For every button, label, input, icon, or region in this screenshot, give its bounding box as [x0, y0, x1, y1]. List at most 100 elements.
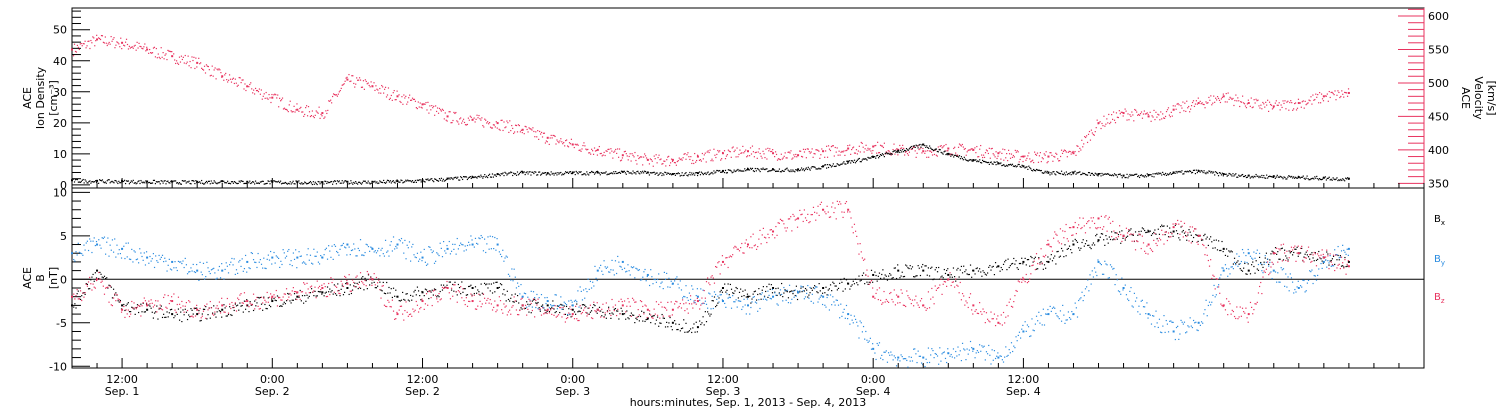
velocity-point-1295 [1319, 92, 1321, 94]
density-point-870 [909, 146, 911, 149]
velocity-point-709 [754, 151, 756, 154]
density-point-1192 [1219, 172, 1222, 174]
density-point-12 [83, 182, 85, 184]
density-point-498 [551, 173, 553, 175]
Bx-point-424 [554, 311, 556, 314]
By-point-394 [520, 283, 522, 286]
density-point-878 [917, 147, 919, 149]
Bx-point-299 [412, 295, 414, 297]
density-point-1108 [1138, 176, 1141, 179]
Bx-point-411 [539, 310, 541, 312]
velocity-point-653 [700, 160, 703, 162]
velocity-point-968 [1004, 149, 1006, 151]
velocity-point-1311 [1334, 90, 1336, 92]
density-point-1104 [1135, 173, 1137, 175]
By-point-16 [90, 240, 92, 242]
density-point-542 [593, 173, 596, 175]
By-point-906 [1103, 273, 1105, 275]
By-point-495 [635, 267, 637, 269]
By-point-477 [614, 260, 617, 262]
Bx-point-93 [177, 308, 180, 310]
velocity-point-1044 [1077, 145, 1079, 148]
velocity-point-1017 [1051, 154, 1053, 156]
By-point-810 [993, 350, 996, 352]
By-point-474 [611, 259, 613, 261]
velocity-point-326 [385, 96, 388, 98]
Bx-point-49 [127, 302, 129, 304]
By-point-806 [989, 354, 991, 356]
velocity-point-208 [271, 96, 274, 99]
By-point-91 [175, 267, 177, 269]
Bx-point-675 [840, 278, 842, 281]
By-point-90 [174, 261, 176, 263]
Bx-point-469 [605, 317, 607, 319]
Bx-point-585 [737, 297, 739, 299]
density-point-413 [469, 175, 471, 178]
density-point-760 [803, 170, 806, 172]
By-point-167 [262, 267, 264, 269]
By-point-776 [955, 350, 957, 353]
velocity-point-605 [654, 158, 656, 160]
velocity-point-164 [229, 78, 232, 80]
Bx-point-727 [899, 277, 901, 279]
By-point-590 [743, 298, 745, 300]
density-point-154 [220, 180, 222, 182]
Bx-point-374 [496, 287, 499, 289]
By-point-298 [411, 246, 413, 248]
Bx-point-116 [204, 308, 206, 311]
Bx-point-672 [836, 289, 838, 291]
By-point-99 [184, 257, 186, 260]
density-point-266 [328, 182, 330, 184]
density-point-280 [341, 180, 343, 182]
velocity-point-529 [581, 148, 583, 150]
By-point-560 [709, 293, 711, 295]
density-point-1144 [1172, 171, 1175, 174]
By-point-108 [194, 271, 197, 274]
velocity-point-668 [715, 156, 717, 159]
Bx-point-51 [130, 311, 132, 313]
b-tick-label--10: -10 [49, 360, 67, 373]
velocity-point-831 [872, 149, 874, 152]
velocity-point-887 [926, 156, 928, 158]
Bx-point-72 [153, 312, 156, 314]
Bx-point-335 [453, 290, 455, 292]
By-point-918 [1116, 279, 1118, 281]
velocity-point-477 [531, 129, 533, 131]
By-point-1021 [1233, 261, 1236, 264]
Bx-point-993 [1202, 239, 1204, 241]
velocity-point-1111 [1141, 117, 1144, 119]
velocity-point-484 [538, 138, 540, 140]
velocity-point-165 [230, 81, 233, 83]
velocity-point-705 [750, 153, 753, 155]
By-point-515 [658, 273, 660, 275]
By-point-206 [306, 254, 308, 256]
density-point-905 [943, 151, 945, 153]
Bx-point-663 [826, 294, 828, 296]
velocity-point-444 [499, 129, 501, 131]
velocity-point-567 [618, 156, 620, 158]
Bx-point-1113 [1338, 259, 1340, 261]
density-point-1202 [1229, 173, 1231, 175]
density-point-574 [624, 172, 626, 174]
Bx-point-425 [555, 310, 557, 313]
density-point-684 [730, 170, 732, 172]
density-point-1060 [1092, 174, 1094, 176]
Bx-point-1097 [1320, 258, 1322, 260]
velocity-point-638 [686, 154, 688, 156]
velocity-point-698 [744, 150, 746, 153]
density-point-1075 [1107, 172, 1109, 175]
density-point-1086 [1117, 173, 1119, 176]
Bx-point-357 [478, 291, 480, 293]
velocity-point-934 [971, 148, 973, 150]
By-point-404 [531, 306, 533, 308]
velocity-point-1234 [1260, 104, 1262, 106]
density-point-1036 [1069, 172, 1071, 174]
velocity-point-983 [1018, 161, 1020, 163]
Bx-point-992 [1200, 239, 1203, 241]
velocity-point-569 [619, 160, 622, 162]
Bx-point-376 [499, 283, 502, 285]
By-point-254 [361, 254, 363, 256]
velocity-point-1124 [1154, 118, 1156, 121]
velocity-point-966 [1002, 148, 1004, 150]
Bx-point-1064 [1282, 259, 1285, 261]
